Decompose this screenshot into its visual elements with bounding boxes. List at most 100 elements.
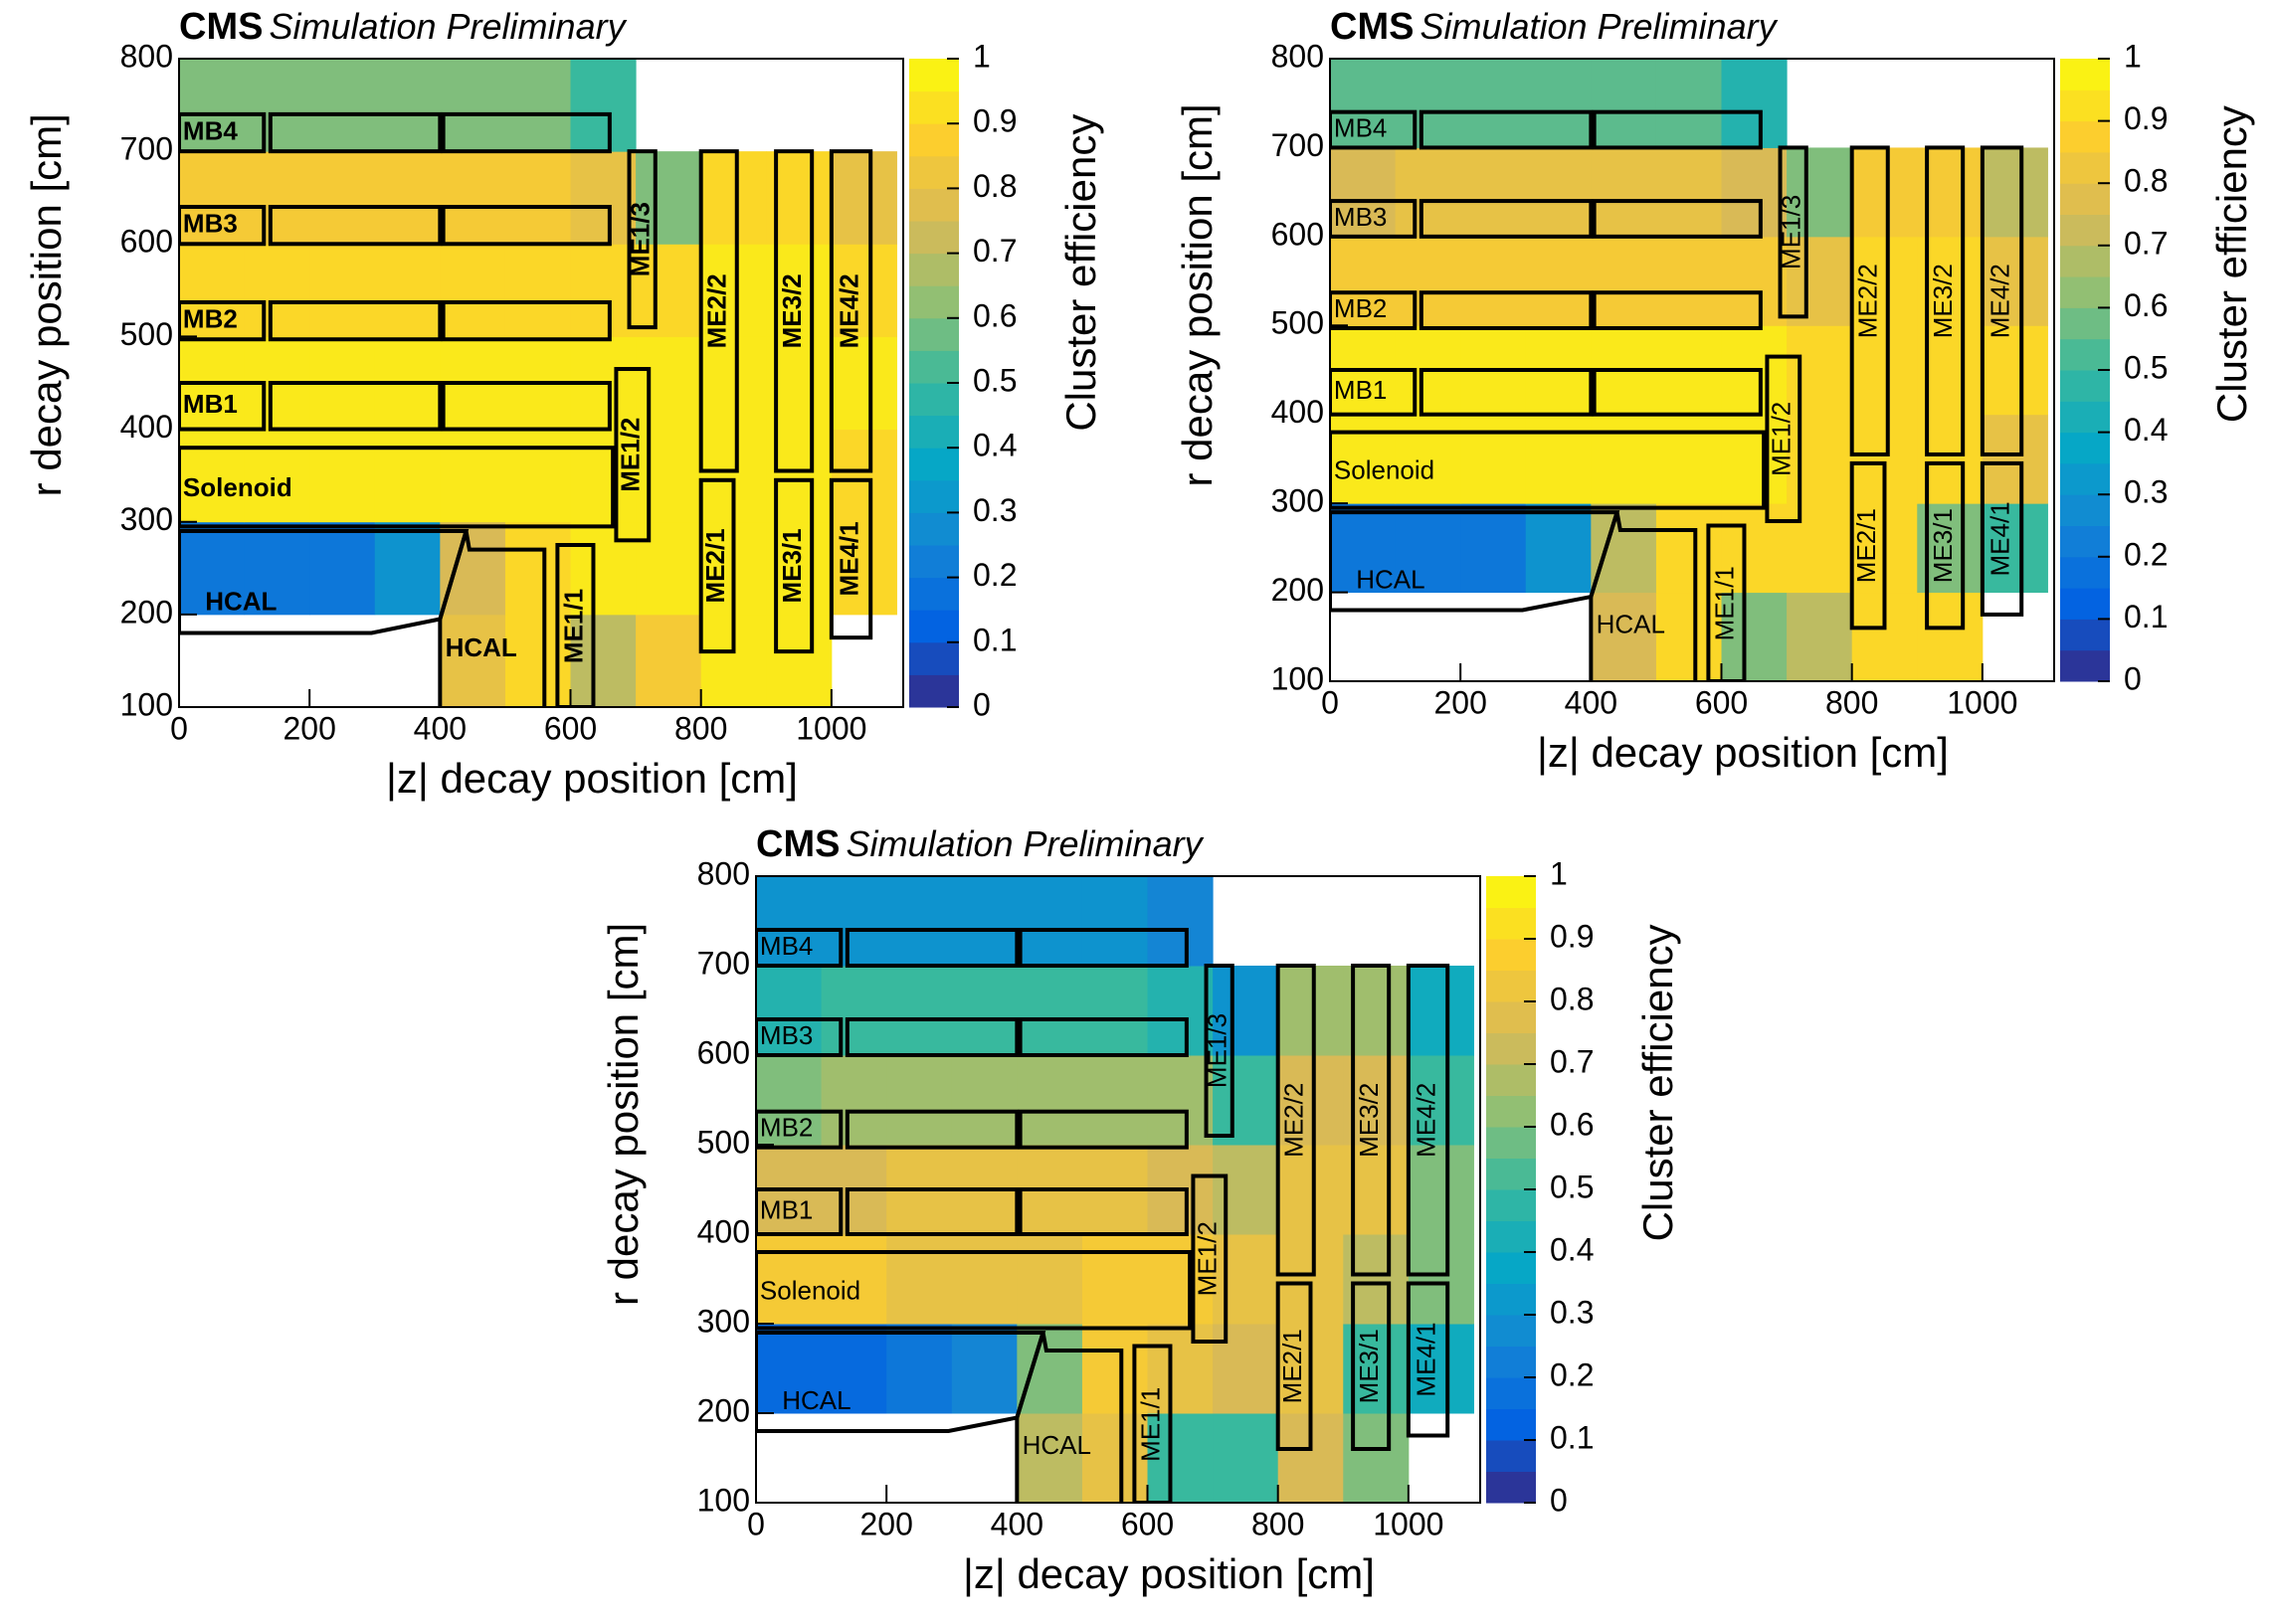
detector-label: MB1 bbox=[183, 389, 238, 419]
heatmap-cell bbox=[1395, 236, 1461, 326]
colorbar-tick-label: 0.8 bbox=[973, 168, 1017, 204]
detector-box bbox=[268, 381, 443, 432]
detector-box bbox=[1419, 368, 1594, 417]
heatmap-cell bbox=[179, 151, 246, 245]
heatmap-cell bbox=[1408, 1324, 1474, 1414]
colorbar-step bbox=[1486, 1158, 1536, 1190]
colorbar-tick-label: 0.4 bbox=[973, 428, 1017, 463]
detector-box bbox=[829, 477, 873, 640]
colorbar-step bbox=[1486, 939, 1536, 971]
heatmap-cell bbox=[570, 244, 637, 337]
y-tick-label: 700 bbox=[697, 945, 750, 981]
heatmap-cell bbox=[179, 521, 246, 616]
detector-box bbox=[555, 543, 596, 707]
colorbar-step bbox=[909, 610, 959, 643]
heatmap-cell bbox=[951, 1234, 1018, 1325]
heatmap-cell bbox=[1721, 236, 1788, 326]
heatmap-cell bbox=[1655, 236, 1723, 326]
heatmap-cell bbox=[1081, 876, 1149, 967]
detector-box bbox=[698, 477, 736, 654]
x-tick-label: 600 bbox=[544, 710, 597, 746]
y-tick-label: 800 bbox=[697, 855, 750, 891]
colorbar-step bbox=[1486, 1001, 1536, 1033]
heatmap-cell bbox=[1277, 1055, 1344, 1146]
detector-label: HCAL bbox=[782, 1385, 851, 1415]
colorbar-tick-label: 0.5 bbox=[2124, 349, 2168, 385]
detector-box bbox=[1778, 145, 1808, 319]
heatmap-cell bbox=[440, 244, 506, 337]
colorbar-tick-label: 0.6 bbox=[2124, 287, 2168, 323]
colorbar-step bbox=[1486, 1252, 1536, 1284]
heatmap-cell bbox=[1787, 325, 1853, 416]
detector-box bbox=[1330, 368, 1418, 417]
colorbar-step bbox=[2060, 556, 2110, 589]
heatmap-cell bbox=[1017, 1234, 1083, 1325]
colorbar-tick-label: 0.9 bbox=[1550, 918, 1594, 954]
colorbar-tick-label: 0.1 bbox=[1550, 1419, 1594, 1455]
heatmap-cell bbox=[374, 244, 441, 337]
x-tick-label: 0 bbox=[170, 710, 188, 746]
heatmap-cell bbox=[700, 244, 767, 337]
colorbar-step bbox=[909, 545, 959, 579]
heatmap-cell bbox=[636, 614, 702, 707]
heatmap-cell bbox=[504, 151, 572, 245]
heatmap-cell bbox=[886, 966, 953, 1056]
colorbar-step bbox=[1486, 1377, 1536, 1409]
detector-label: Solenoid bbox=[1334, 455, 1434, 485]
colorbar-title: Cluster efficiency bbox=[1634, 924, 1681, 1241]
detector-box bbox=[756, 1187, 844, 1236]
heatmap-cell bbox=[1982, 147, 2048, 238]
colorbar-title: Cluster efficiency bbox=[2208, 105, 2255, 423]
x-tick-label: 400 bbox=[1565, 684, 1617, 720]
detector-box bbox=[179, 205, 267, 247]
detector-label: ME1/3 bbox=[626, 202, 656, 276]
colorbar-title: Cluster efficiency bbox=[1057, 114, 1104, 432]
x-axis-title: |z| decay position [cm] bbox=[386, 755, 798, 802]
heatmap-cell bbox=[831, 336, 897, 431]
heatmap-cell bbox=[244, 429, 310, 523]
heatmap-cell bbox=[756, 1234, 823, 1325]
detector-box bbox=[1330, 109, 1418, 150]
detector-label: MB3 bbox=[760, 1020, 813, 1050]
detector-label: ME1/2 bbox=[1767, 402, 1797, 476]
colorbar-step bbox=[909, 317, 959, 351]
y-tick-label: 400 bbox=[697, 1213, 750, 1249]
heatmap-cell bbox=[440, 151, 506, 245]
x-tick-label: 200 bbox=[283, 710, 335, 746]
colorbar-step bbox=[1486, 1064, 1536, 1096]
detector-box bbox=[441, 205, 612, 247]
detector-label: ME3/2 bbox=[777, 273, 807, 348]
colorbar-step bbox=[2060, 214, 2110, 247]
colorbar-step bbox=[1486, 1315, 1536, 1347]
heatmap-cell bbox=[1982, 414, 2048, 504]
heatmap-cell bbox=[1787, 503, 1853, 594]
detector-box bbox=[1592, 290, 1763, 330]
heatmap-cell bbox=[951, 1324, 1018, 1414]
colorbar-tick-label: 0.3 bbox=[2124, 474, 2168, 510]
heatmap-cell bbox=[374, 151, 441, 245]
detector-box bbox=[1018, 1109, 1189, 1150]
heatmap-cell bbox=[1277, 1145, 1344, 1235]
panel: MB4 MB3 MB2 MB1 Solenoid HCAL HCAL ME1/1 ME1/2 ME… bbox=[23, 6, 1104, 803]
detector-box bbox=[179, 529, 470, 635]
colorbar-tick-label: 0.6 bbox=[1550, 1106, 1594, 1142]
heatmap-cell bbox=[636, 244, 702, 337]
detector-box bbox=[1018, 928, 1189, 968]
colorbar-step bbox=[909, 512, 959, 546]
heatmap-cell bbox=[756, 966, 823, 1056]
detector-box bbox=[268, 299, 443, 342]
plot-frame bbox=[1329, 58, 2055, 682]
detector-label: ME1/2 bbox=[616, 418, 646, 492]
x-tick-label: 0 bbox=[1321, 684, 1339, 720]
colorbar-tick-label: 0.9 bbox=[2124, 100, 2168, 136]
colorbar-step bbox=[2060, 462, 2110, 495]
detector-label: ME4/1 bbox=[834, 521, 863, 596]
heatmap-cell bbox=[570, 614, 637, 707]
detector-box bbox=[1275, 964, 1316, 1277]
detector-label: Solenoid bbox=[183, 472, 292, 502]
heatmap-cell bbox=[1213, 1145, 1279, 1235]
y-tick-label: 200 bbox=[120, 594, 173, 630]
title-cms: CMS bbox=[179, 6, 263, 48]
colorbar-step bbox=[909, 415, 959, 449]
heatmap-cell bbox=[1460, 414, 1527, 504]
